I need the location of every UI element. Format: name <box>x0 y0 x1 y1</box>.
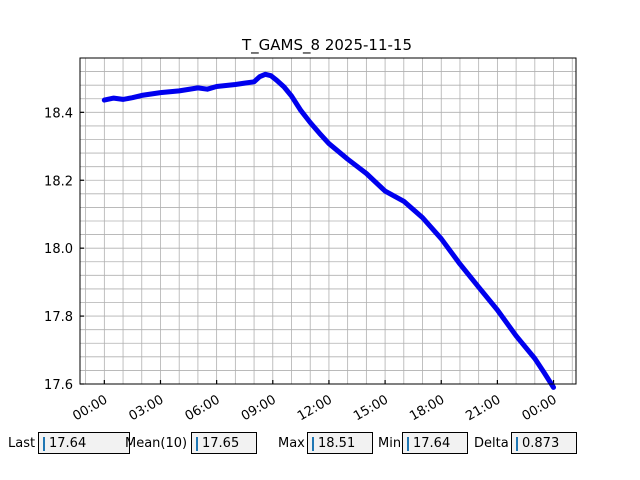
max-value: 18.51 <box>318 436 356 451</box>
last-label: Last <box>8 436 36 451</box>
last-value-field[interactable]: 17.64 <box>38 432 130 454</box>
delta-value-field[interactable]: 0.873 <box>511 432 577 454</box>
y-tick-label: 18.4 <box>44 106 73 121</box>
stats-bar: Last 17.64 Mean(10) 17.65 Max 18.51 Min … <box>0 430 640 460</box>
line-chart: T_GAMS_8 2025-11-15 00:00 03:00 06:00 09:00… <box>44 36 577 424</box>
x-tick-label: 03:00 <box>127 392 167 424</box>
mean-value: 17.65 <box>202 436 240 451</box>
y-tick-label: 17.8 <box>44 310 73 325</box>
x-tick-label: 21:00 <box>463 392 503 424</box>
x-tick-label: 00:00 <box>520 392 560 424</box>
mean-label: Mean(10) <box>125 436 188 451</box>
y-tick-label: 18.2 <box>44 174 73 189</box>
y-tick-label: 18.0 <box>44 242 73 257</box>
x-tick-label: 00:00 <box>70 392 110 424</box>
series-line <box>101 71 556 390</box>
chart-title: T_GAMS_8 2025-11-15 <box>241 36 412 55</box>
text-cursor-icon <box>196 437 198 451</box>
text-cursor-icon <box>312 437 314 451</box>
y-tick-label: 17.6 <box>44 378 73 393</box>
mean-value-field[interactable]: 17.65 <box>191 432 257 454</box>
grid <box>80 57 576 385</box>
delta-value: 0.873 <box>522 436 560 451</box>
max-value-field[interactable]: 18.51 <box>307 432 373 454</box>
min-value: 17.64 <box>413 436 451 451</box>
delta-label: Delta <box>474 436 509 451</box>
text-cursor-icon <box>43 437 45 451</box>
last-value: 17.64 <box>49 436 87 451</box>
text-cursor-icon <box>407 437 409 451</box>
x-tick-label: 12:00 <box>295 392 335 424</box>
plot-frame <box>79 57 577 385</box>
max-label: Max <box>278 436 305 451</box>
x-tick-label: 18:00 <box>407 392 447 424</box>
series-layer <box>101 71 556 390</box>
min-value-field[interactable]: 17.64 <box>402 432 468 454</box>
min-label: Min <box>378 436 402 451</box>
text-cursor-icon <box>516 437 518 451</box>
x-tick-label: 15:00 <box>351 392 391 424</box>
x-tick-label: 09:00 <box>239 392 279 424</box>
x-tick-label: 06:00 <box>183 392 223 424</box>
axis-ticks: 00:00 03:00 06:00 09:00 12:00 15:00 18:00 21:00… <box>44 106 559 424</box>
